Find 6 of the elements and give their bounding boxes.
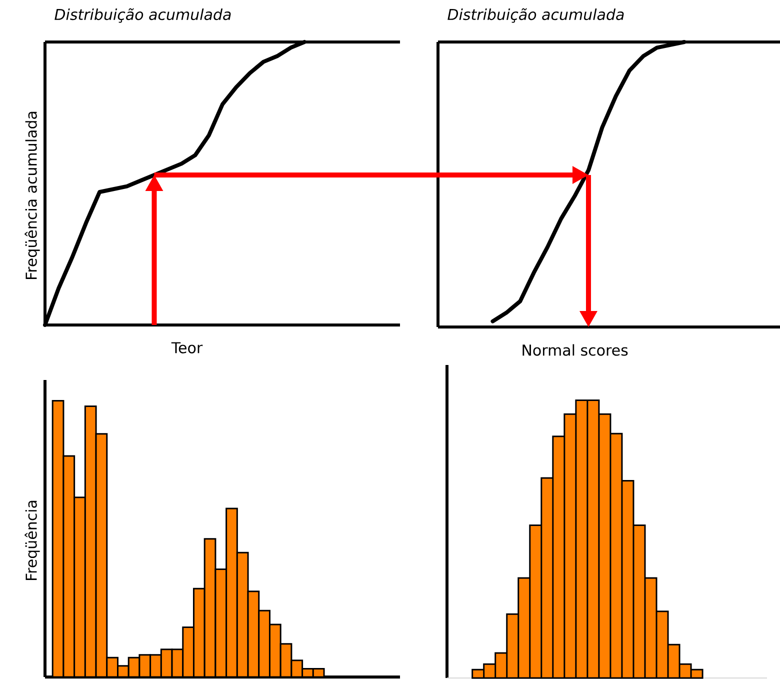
x-axis-title: Teor xyxy=(171,342,203,354)
y-axis-title: Freqüência acumulada xyxy=(24,112,40,279)
x-axis-title: Normal scores xyxy=(522,344,628,356)
chart-title: Distribuição acumulada xyxy=(54,8,231,23)
y-axis-title: Freqüência xyxy=(24,500,40,580)
chart-title: Distribuição acumulada xyxy=(448,8,624,23)
